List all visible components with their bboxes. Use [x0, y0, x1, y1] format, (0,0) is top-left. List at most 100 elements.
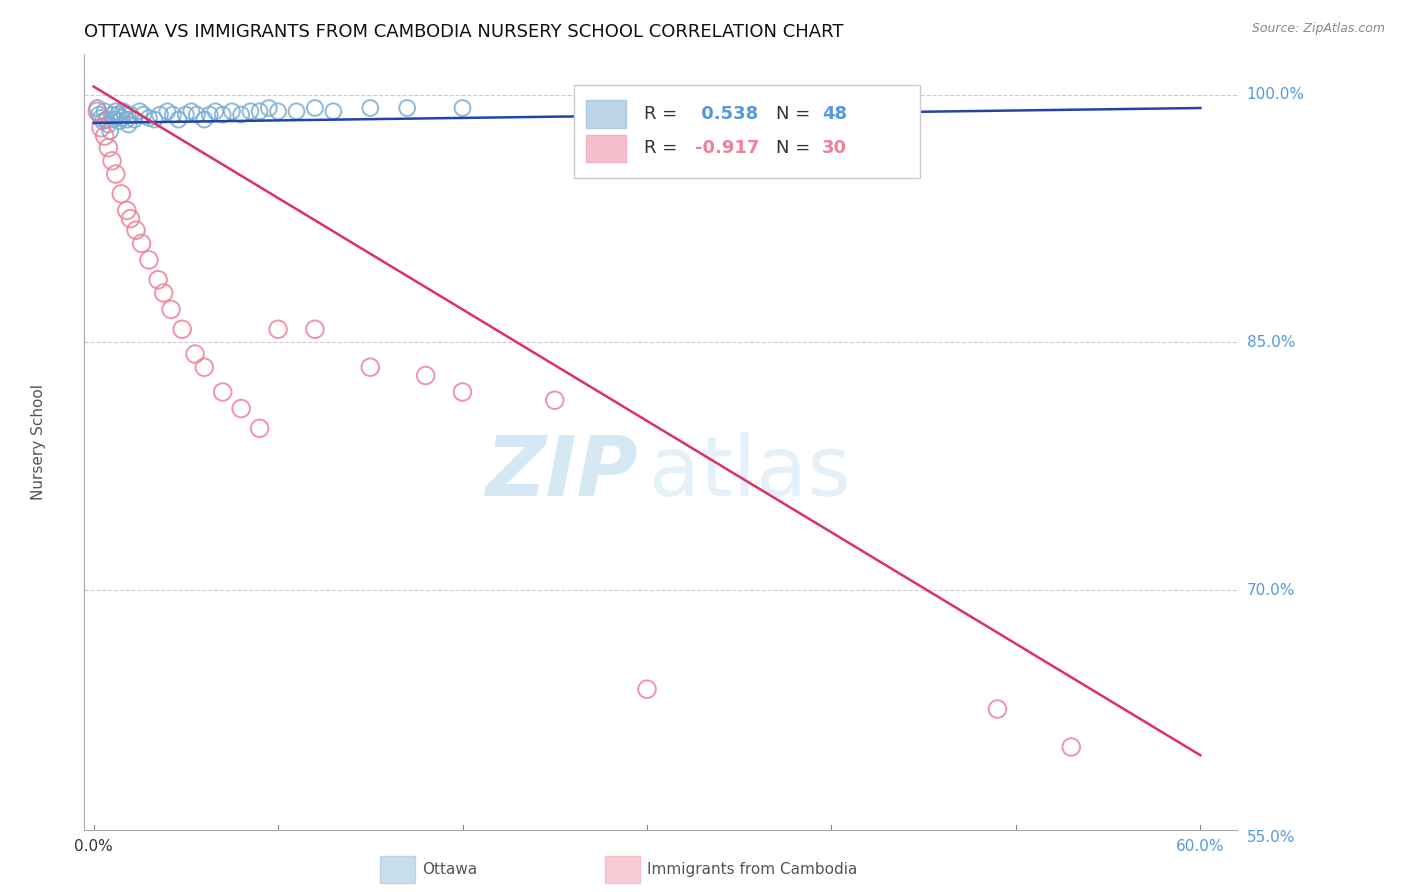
- Text: ZIP: ZIP: [485, 432, 638, 513]
- Point: [267, 322, 290, 336]
- Point: [239, 104, 262, 119]
- Point: [174, 107, 197, 121]
- Point: [90, 111, 112, 125]
- Point: [415, 368, 437, 383]
- Point: [97, 118, 120, 132]
- Text: atlas: atlas: [650, 432, 851, 513]
- Point: [152, 285, 174, 300]
- Point: [193, 360, 215, 375]
- Text: N =: N =: [776, 139, 815, 157]
- Point: [186, 107, 208, 121]
- Text: R =: R =: [644, 105, 682, 123]
- Point: [747, 101, 769, 115]
- Point: [231, 401, 253, 416]
- Point: [122, 112, 145, 127]
- Point: [101, 153, 124, 168]
- Text: Ottawa: Ottawa: [422, 863, 477, 877]
- Point: [110, 111, 132, 125]
- Point: [120, 211, 142, 226]
- Point: [125, 223, 148, 237]
- Point: [103, 112, 125, 127]
- Text: 85.0%: 85.0%: [1247, 335, 1295, 350]
- Point: [107, 107, 129, 121]
- Point: [117, 118, 139, 132]
- Point: [146, 273, 169, 287]
- Point: [97, 141, 120, 155]
- Point: [156, 104, 179, 119]
- Point: [204, 104, 226, 119]
- Point: [544, 393, 567, 408]
- Point: [322, 104, 344, 119]
- Text: 100.0%: 100.0%: [1247, 87, 1305, 103]
- Text: 55.0%: 55.0%: [1247, 830, 1295, 846]
- Point: [93, 129, 115, 144]
- Point: [211, 107, 233, 121]
- Point: [96, 112, 118, 127]
- Point: [359, 360, 381, 375]
- Point: [93, 104, 115, 119]
- Point: [101, 107, 124, 121]
- Point: [98, 124, 121, 138]
- Point: [198, 107, 221, 121]
- Point: [160, 302, 183, 317]
- Point: [172, 322, 194, 336]
- Point: [162, 107, 184, 121]
- Text: OTTAWA VS IMMIGRANTS FROM CAMBODIA NURSERY SCHOOL CORRELATION CHART: OTTAWA VS IMMIGRANTS FROM CAMBODIA NURSE…: [84, 23, 844, 41]
- Point: [396, 101, 419, 115]
- Point: [304, 322, 326, 336]
- Point: [249, 104, 271, 119]
- Point: [112, 104, 135, 119]
- Point: [90, 120, 112, 135]
- Point: [91, 114, 114, 128]
- Point: [104, 167, 127, 181]
- Point: [149, 107, 172, 121]
- Point: [1060, 739, 1083, 754]
- Point: [120, 107, 142, 121]
- Point: [167, 112, 190, 127]
- Point: [249, 421, 271, 435]
- Point: [86, 104, 108, 119]
- Text: Nursery School: Nursery School: [31, 384, 46, 500]
- Point: [359, 101, 381, 115]
- Point: [231, 107, 253, 121]
- Point: [257, 101, 280, 115]
- Point: [114, 107, 136, 121]
- Point: [115, 112, 138, 127]
- Text: Immigrants from Cambodia: Immigrants from Cambodia: [647, 863, 858, 877]
- Text: N =: N =: [776, 105, 815, 123]
- Text: Source: ZipAtlas.com: Source: ZipAtlas.com: [1251, 22, 1385, 36]
- Point: [131, 236, 153, 251]
- Point: [108, 114, 131, 128]
- Point: [115, 203, 138, 218]
- Point: [193, 112, 215, 127]
- Point: [636, 682, 658, 697]
- Point: [451, 384, 474, 399]
- Point: [132, 107, 155, 121]
- Point: [267, 104, 290, 119]
- Point: [138, 252, 160, 267]
- Text: 70.0%: 70.0%: [1247, 582, 1295, 598]
- FancyBboxPatch shape: [575, 85, 921, 178]
- Text: 48: 48: [823, 105, 848, 123]
- Point: [211, 384, 233, 399]
- FancyBboxPatch shape: [586, 135, 626, 161]
- Point: [285, 104, 308, 119]
- Point: [451, 101, 474, 115]
- Text: 0.0%: 0.0%: [75, 839, 112, 855]
- Text: 30: 30: [823, 139, 848, 157]
- Point: [104, 104, 127, 119]
- Text: 60.0%: 60.0%: [1177, 839, 1225, 855]
- Point: [138, 111, 160, 125]
- Point: [986, 702, 1008, 716]
- Text: 0.538: 0.538: [696, 105, 759, 123]
- Point: [110, 186, 132, 201]
- Point: [143, 112, 166, 127]
- Text: R =: R =: [644, 139, 682, 157]
- FancyBboxPatch shape: [586, 101, 626, 128]
- Point: [221, 104, 243, 119]
- Point: [304, 101, 326, 115]
- Point: [86, 101, 108, 115]
- Text: -0.917: -0.917: [696, 139, 759, 157]
- Point: [128, 104, 150, 119]
- Point: [180, 104, 202, 119]
